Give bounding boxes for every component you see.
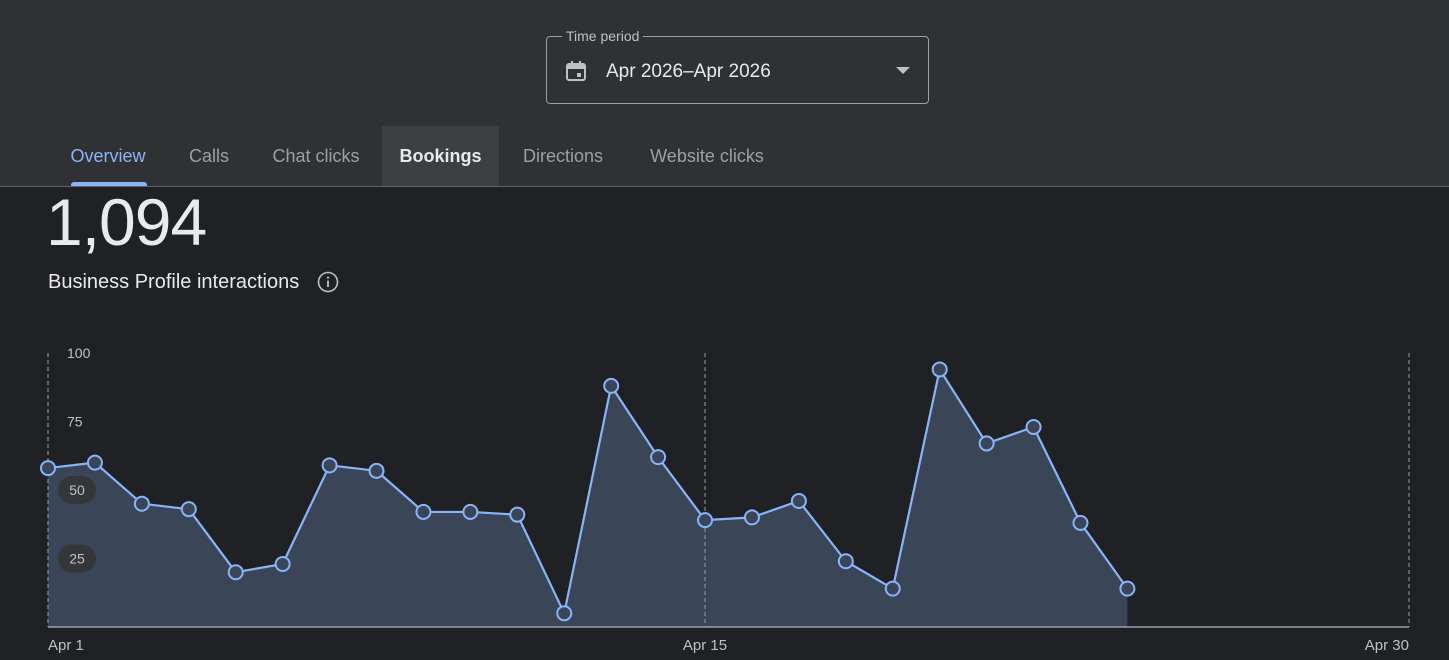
tab-directions[interactable]: Directions <box>522 146 604 166</box>
chart-data-point <box>40 460 56 477</box>
tab-website-clicks[interactable]: Website clicks <box>650 146 764 166</box>
chart-y-tick-badge <box>58 544 96 573</box>
chart-data-point <box>227 564 244 581</box>
chart-series-line <box>47 368 1129 615</box>
header-panel <box>0 0 1449 186</box>
chart-data-point <box>650 449 667 466</box>
chart-data-point <box>509 506 526 523</box>
chart-data-point <box>321 457 338 474</box>
chart-area <box>48 369 1128 627</box>
chart-x-tick-label: Apr 30 <box>1365 637 1409 654</box>
chart-data-point <box>743 509 760 526</box>
chart-data-point <box>603 377 620 394</box>
info-icon[interactable] <box>317 271 339 293</box>
chart-data-point <box>415 503 432 520</box>
chart-x-tick-label: Apr 1 <box>48 637 84 654</box>
interactions-total: 1,094 <box>46 185 207 259</box>
chart-data-point <box>1025 418 1042 435</box>
chart-data-point <box>790 492 807 509</box>
chart-y-tick-label: 100 <box>67 345 91 361</box>
chart-data-point <box>462 503 479 520</box>
time-period-select[interactable]: Time period Apr 2026–Apr 2026 <box>546 27 929 104</box>
chart-data-point <box>1072 514 1089 531</box>
chart-y-tick-label: 75 <box>67 414 83 430</box>
chart-y-tick-label: 50 <box>69 482 85 498</box>
chart-data-point <box>368 462 385 479</box>
chart-data-point <box>274 555 291 572</box>
interactions-label: Business Profile interactions <box>48 271 300 293</box>
tabs-divider <box>0 186 1449 187</box>
calendar-icon <box>566 61 586 81</box>
chart-data-point <box>1119 580 1136 597</box>
chart-data-point <box>86 454 103 471</box>
tab-bookings[interactable]: Bookings <box>382 126 499 186</box>
chart-data-point <box>884 580 901 597</box>
chart-y-tick-badge <box>58 476 96 504</box>
dropdown-caret-icon <box>896 67 910 74</box>
chart-data-point <box>837 553 854 570</box>
chart-x-tick-label: Apr 15 <box>683 637 727 654</box>
tab-selected-indicator <box>71 182 147 186</box>
time-period-value: Apr 2026–Apr 2026 <box>606 61 771 82</box>
chart-data-point <box>133 495 150 512</box>
chart-data-point <box>931 361 948 378</box>
tab-chat-clicks[interactable]: Chat clicks <box>272 146 360 166</box>
chart-data-point <box>556 605 573 622</box>
chart-data-point <box>978 435 995 452</box>
chart-data-point <box>697 512 714 529</box>
chart-y-tick-label: 25 <box>69 551 85 567</box>
tab-calls[interactable]: Calls <box>188 146 229 166</box>
time-period-label: Time period <box>562 27 644 45</box>
chart-data-point <box>180 501 197 518</box>
tab-overview[interactable]: Overview <box>70 146 146 166</box>
